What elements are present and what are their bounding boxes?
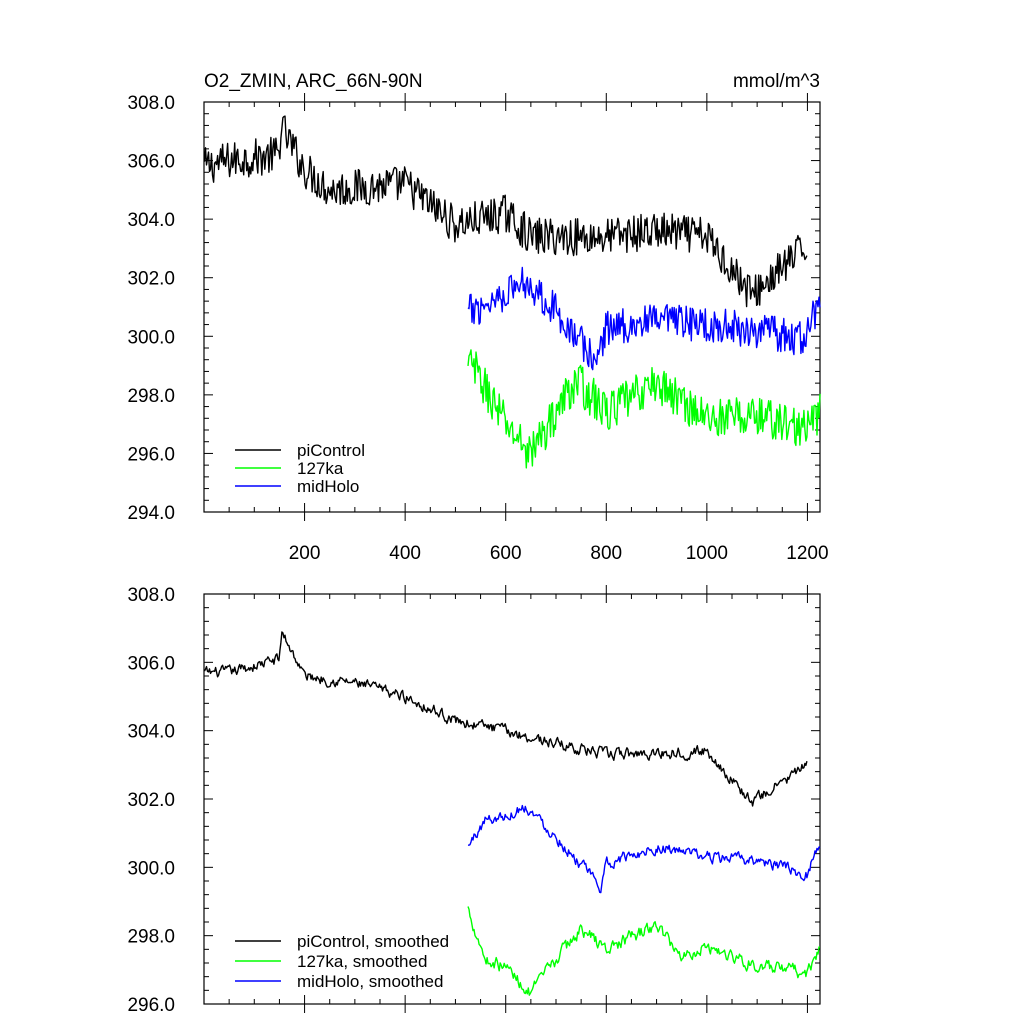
y-tick-label: 300.0 bbox=[127, 327, 175, 348]
y-tick-label: 304.0 bbox=[127, 210, 175, 231]
y-tick-label: 306.0 bbox=[127, 152, 175, 173]
series-line-midholo-smoothed bbox=[467, 804, 821, 894]
y-tick-label: 306.0 bbox=[127, 653, 175, 674]
x-tick-label: 1000 bbox=[686, 543, 728, 564]
y-tick-label: 300.0 bbox=[127, 858, 175, 879]
y-tick-label: 304.0 bbox=[127, 722, 175, 743]
legend-label: piControl, smoothed bbox=[297, 932, 449, 951]
legend-label: piControl bbox=[297, 441, 365, 460]
y-tick-label: 298.0 bbox=[127, 386, 175, 407]
top-panel: O2_ZMIN, ARC_66N-90N mmol/m^3 294.0 296.0… bbox=[127, 71, 828, 564]
series-line-picontrol bbox=[203, 115, 808, 308]
legend-label: midHolo, smoothed bbox=[297, 972, 443, 991]
y-tick-label: 302.0 bbox=[127, 790, 175, 811]
chart-title: O2_ZMIN, ARC_66N-90N bbox=[204, 71, 423, 92]
y-tick-label: 302.0 bbox=[127, 269, 175, 290]
x-tick-label: 800 bbox=[590, 543, 622, 564]
legend-label: 127ka bbox=[297, 459, 344, 478]
x-tick-label: 400 bbox=[389, 543, 421, 564]
series-line-127ka-smoothed bbox=[467, 906, 820, 996]
series-line-127ka bbox=[467, 349, 821, 469]
y-tick-label: 308.0 bbox=[127, 93, 175, 114]
bottom-panel: 296.0 298.0 300.0 302.0 304.0 306.0 308.0 piCon… bbox=[127, 585, 821, 1016]
y-tick-label: 296.0 bbox=[127, 444, 175, 465]
y-tick-label: 308.0 bbox=[127, 585, 175, 606]
x-tick-label: 600 bbox=[490, 543, 522, 564]
legend-label: 127ka, smoothed bbox=[297, 952, 427, 971]
x-tick-label: 200 bbox=[289, 543, 321, 564]
series-line-picontrol-smoothed bbox=[203, 631, 808, 807]
legend-label: midHolo bbox=[297, 477, 359, 496]
units-label: mmol/m^3 bbox=[733, 71, 820, 92]
x-tick-label: 1200 bbox=[786, 543, 828, 564]
series-line-midholo bbox=[467, 266, 821, 371]
y-tick-label: 296.0 bbox=[127, 995, 175, 1016]
y-tick-label: 298.0 bbox=[127, 927, 175, 948]
y-tick-label: 294.0 bbox=[127, 503, 175, 524]
